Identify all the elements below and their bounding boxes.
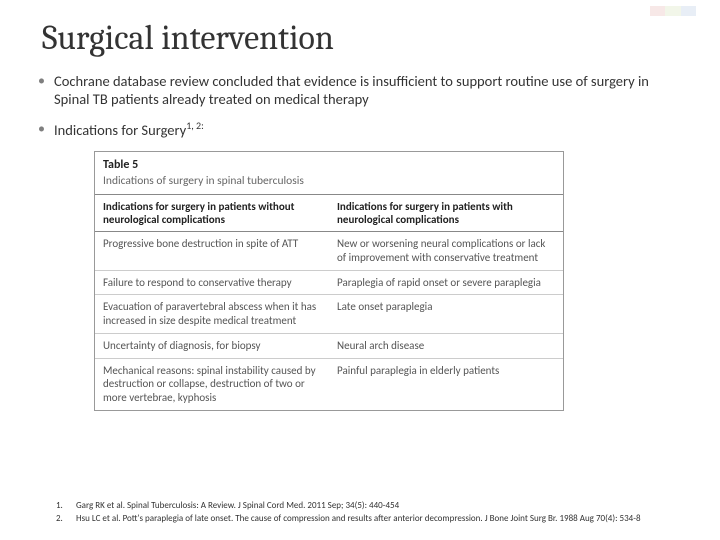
table-cell: Evacuation of paravertebral abscess when… <box>95 295 329 334</box>
accent-decoration <box>650 6 696 16</box>
slide-title: Surgical intervention <box>36 18 684 58</box>
table-cell: Failure to respond to conservative thera… <box>95 270 329 295</box>
table-caption: Table 5 <box>95 152 563 174</box>
bullet-cochrane: Cochrane database review concluded that … <box>36 72 684 108</box>
table-row: Evacuation of paravertebral abscess when… <box>95 295 563 334</box>
bullet-indications: Indications for Surgery1, 2: <box>36 120 684 139</box>
ref-num: 2. <box>56 513 68 525</box>
table-header-row: Indications for surgery in patients with… <box>95 195 563 232</box>
slide: Surgical intervention Cochrane database … <box>0 0 720 540</box>
reference-1: 1. Garg RK et al. Spinal Tuberculosis: A… <box>56 500 684 512</box>
indications-table: Table 5 Indications of surgery in spinal… <box>94 151 564 411</box>
table-cell: Painful paraplegia in elderly patients <box>329 358 563 410</box>
table-cell: Mechanical reasons: spinal instability c… <box>95 358 329 410</box>
ref-text: Hsu LC et al. Pott's paraplegia of late … <box>76 513 641 525</box>
table-row: Progressive bone destruction in spite of… <box>95 232 563 271</box>
table-row: Uncertainty of diagnosis, for biopsy Neu… <box>95 333 563 358</box>
bullet-indications-sup: 1, 2: <box>186 119 204 132</box>
references: 1. Garg RK et al. Spinal Tuberculosis: A… <box>56 500 684 526</box>
table-cell: Paraplegia of rapid onset or severe para… <box>329 270 563 295</box>
table-row: Mechanical reasons: spinal instability c… <box>95 358 563 410</box>
table-header-left: Indications for surgery in patients with… <box>95 195 329 232</box>
table-cell: New or worsening neural complications or… <box>329 232 563 271</box>
bullet-indications-text: Indications for Surgery <box>54 121 186 139</box>
ref-text: Garg RK et al. Spinal Tuberculosis: A Re… <box>76 500 399 512</box>
table-row: Failure to respond to conservative thera… <box>95 270 563 295</box>
table-cell: Uncertainty of diagnosis, for biopsy <box>95 333 329 358</box>
reference-2: 2. Hsu LC et al. Pott's paraplegia of la… <box>56 513 684 525</box>
table-header-right: Indications for surgery in patients with… <box>329 195 563 232</box>
table-subcaption: Indications of surgery in spinal tubercu… <box>95 174 563 195</box>
table-cell: Progressive bone destruction in spite of… <box>95 232 329 271</box>
table-body: Indications for surgery in patients with… <box>95 195 563 410</box>
ref-num: 1. <box>56 500 68 512</box>
table-cell: Neural arch disease <box>329 333 563 358</box>
table-cell: Late onset paraplegia <box>329 295 563 334</box>
